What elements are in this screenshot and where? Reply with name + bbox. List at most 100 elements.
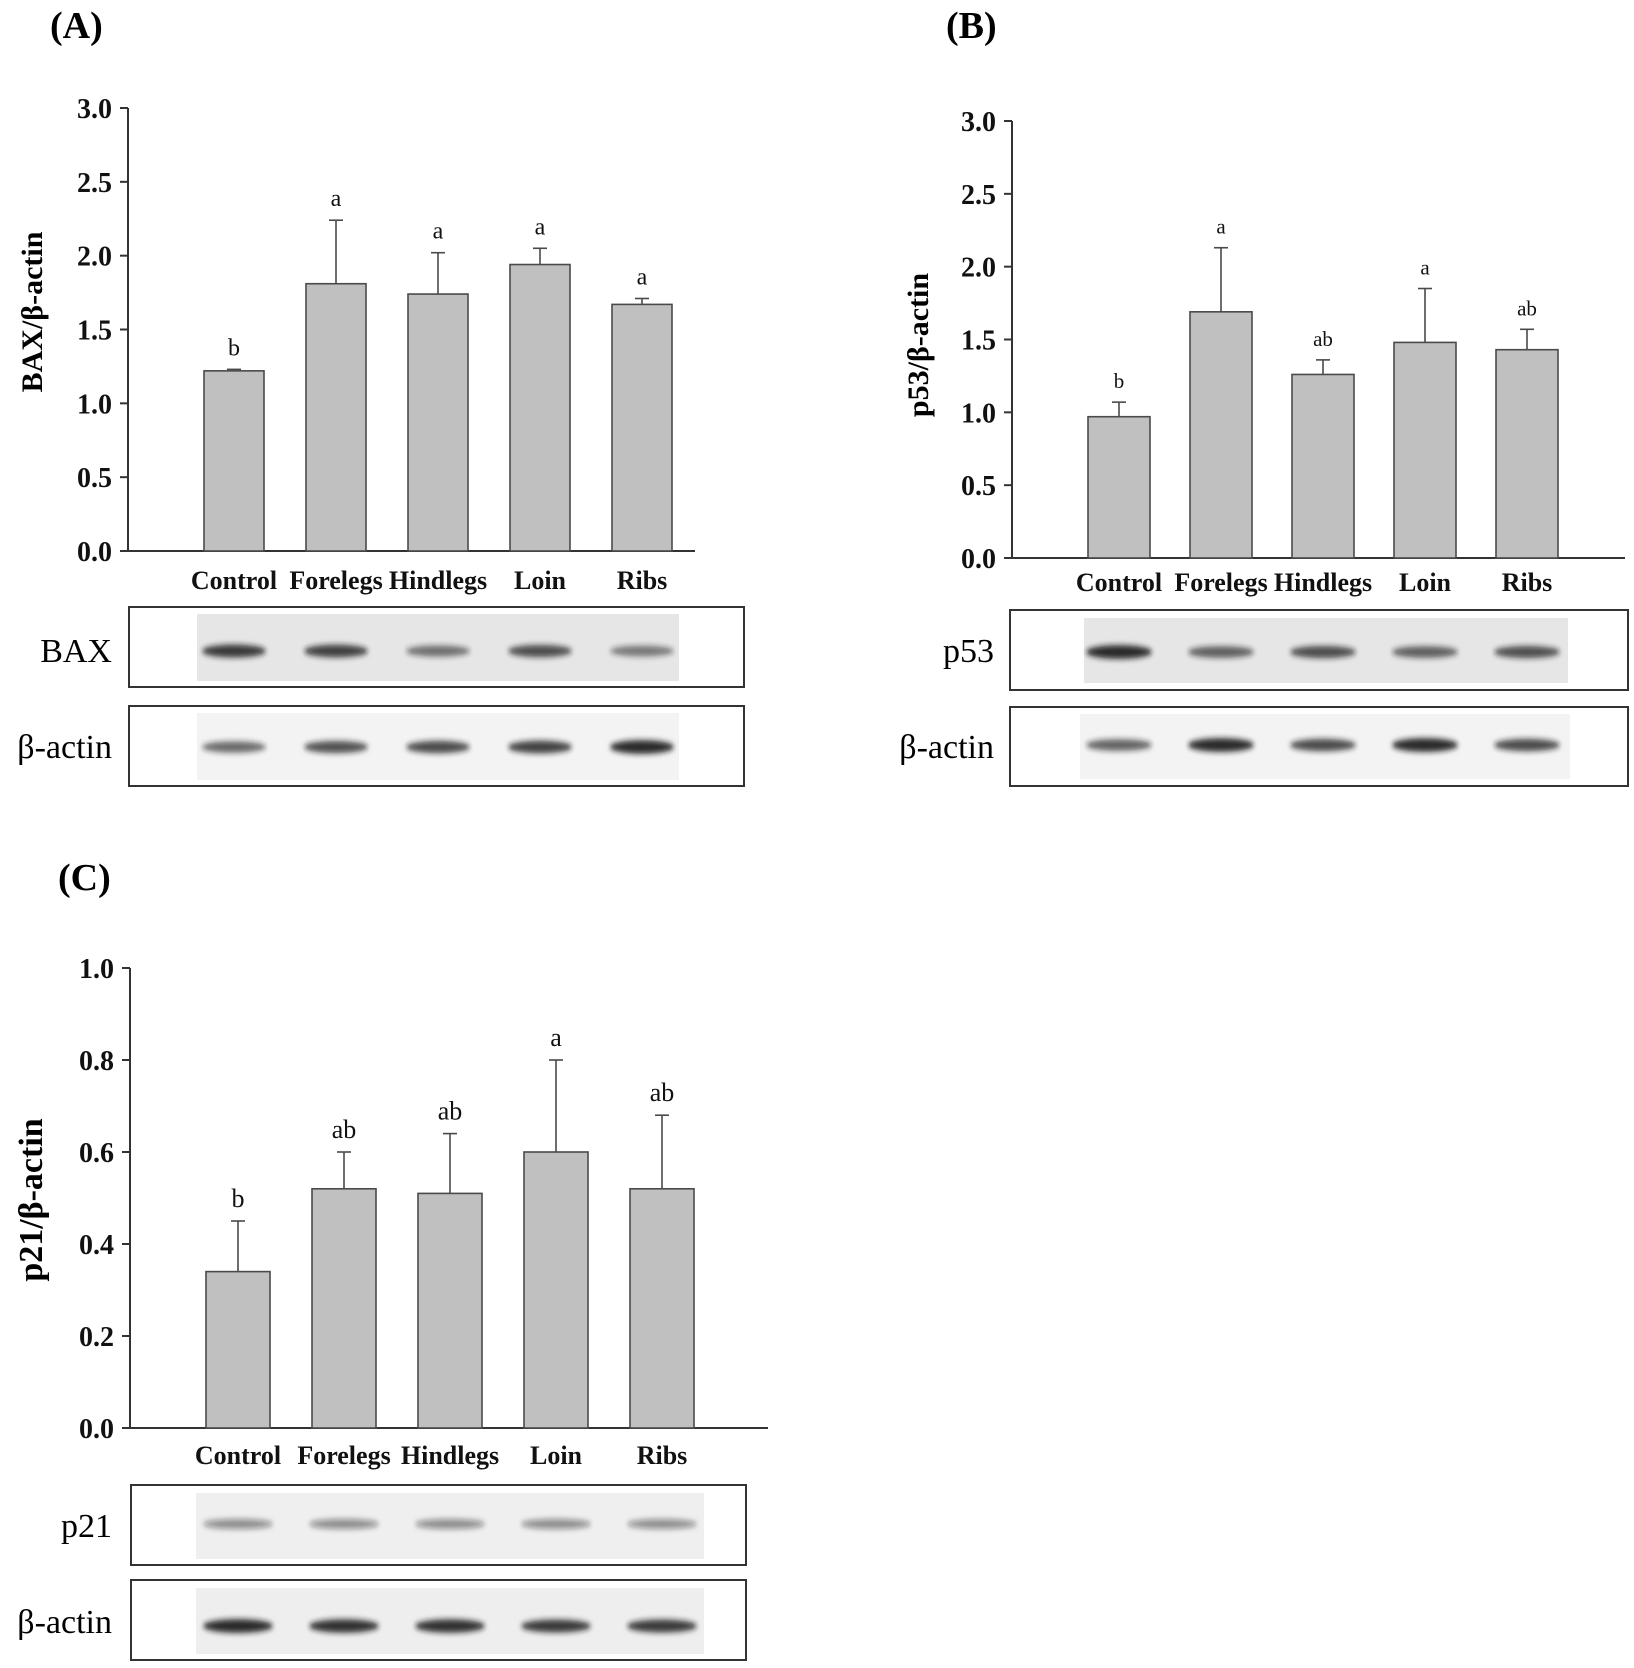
category-label-a: Hindlegs <box>389 566 487 595</box>
blot-box-b-2: β-actin <box>899 706 1629 787</box>
western-blot-band-c <box>203 1519 273 1529</box>
significance-letter-b: a <box>1216 215 1226 239</box>
western-blot-band-c <box>309 1519 379 1529</box>
category-label-b: Hindlegs <box>1274 568 1372 597</box>
western-blot-band-c <box>521 1619 591 1633</box>
significance-letter-b: a <box>1420 256 1430 280</box>
plot-area-a: 0.0 0.5 1.0 1.5 2.0 2.5 3.0 b Control a Forelegs a H… <box>77 94 695 595</box>
bar-a-control <box>203 370 265 552</box>
y-axis-label-b: p53/β-actin <box>902 273 935 417</box>
significance-letter-c: b <box>232 1184 245 1213</box>
western-blot-band-b <box>1290 645 1356 659</box>
blot-label-b-2: β-actin <box>899 729 994 766</box>
band-row-c-1 <box>203 1519 697 1529</box>
blot-box-b-1: p53 <box>943 609 1629 691</box>
panel-label-a: (A) <box>50 5 103 47</box>
significance-letter-c: a <box>550 1023 562 1052</box>
y-tick-label-a: 2.5 <box>77 168 112 199</box>
blot-label-b-1: p53 <box>943 633 994 670</box>
y-tick-label-a: 0.0 <box>77 537 112 568</box>
band-row-b-1 <box>1086 645 1560 659</box>
bar-a-forelegs <box>305 282 367 552</box>
category-label-a: Ribs <box>617 566 668 595</box>
western-blot-band-c <box>521 1519 591 1529</box>
band-row-a-2 <box>202 740 674 754</box>
blot-label-a-1: BAX <box>40 633 112 670</box>
y-tick-label-b: 0.5 <box>961 471 996 502</box>
blot-label-c-2: β-actin <box>17 1604 112 1641</box>
category-label-b: Forelegs <box>1174 568 1267 597</box>
significance-letter-b: ab <box>1517 296 1537 320</box>
bar-c-ribs <box>629 1188 695 1429</box>
western-blot-band-a <box>508 644 572 658</box>
panel-label-c: (C) <box>58 857 111 899</box>
y-tick-label-b: 3.0 <box>961 107 996 138</box>
y-tick-label-c: 0.6 <box>79 1138 114 1169</box>
band-row-b-2 <box>1086 738 1560 752</box>
category-label-b: Loin <box>1399 568 1452 597</box>
y-tick-label-c: 0.2 <box>79 1322 114 1353</box>
western-blot-band-c <box>627 1519 697 1529</box>
y-tick-label-a: 1.5 <box>77 316 112 347</box>
western-blot-band-b <box>1494 738 1560 752</box>
western-blot-band-b <box>1188 646 1254 658</box>
band-row-c-2 <box>203 1619 697 1633</box>
y-tick-label-b: 1.5 <box>961 326 996 357</box>
western-blot-band-b <box>1290 738 1356 752</box>
y-tick-label-c: 0.0 <box>79 1414 114 1445</box>
blot-label-a-2: β-actin <box>17 729 112 766</box>
panel-label-b: (B) <box>946 5 997 47</box>
y-tick-label-c: 0.8 <box>79 1046 114 1077</box>
significance-letter-b: ab <box>1313 327 1333 351</box>
blot-box-a-1: BAX <box>40 606 745 688</box>
western-blot-band-a <box>304 740 368 754</box>
category-label-c: Forelegs <box>297 1441 390 1470</box>
significance-letter-a: a <box>637 264 648 290</box>
blot-box-a-2: β-actin <box>17 705 745 787</box>
western-blot-band-b <box>1392 646 1458 658</box>
category-label-c: Loin <box>530 1441 583 1470</box>
panel-c: (C) p21/β-actin 0.0 0.2 0.4 0.6 0.8 1.0 b Contr… <box>13 857 768 1661</box>
plot-area-b: 0.0 0.5 1.0 1.5 2.0 2.5 3.0 b Control a Forelegs ab… <box>961 107 1625 597</box>
significance-letter-c: ab <box>650 1078 675 1107</box>
significance-letter-a: a <box>433 219 444 245</box>
y-tick-label-a: 1.0 <box>77 389 112 420</box>
category-label-a: Control <box>191 566 277 595</box>
blot-label-c-1: p21 <box>61 1508 112 1545</box>
western-blot-band-a <box>202 741 266 753</box>
y-tick-label-a: 2.0 <box>77 242 112 273</box>
category-label-c: Hindlegs <box>401 1441 499 1470</box>
bar-a-hindlegs <box>407 293 469 552</box>
y-tick-label-a: 3.0 <box>77 94 112 125</box>
significance-letter-b: b <box>1114 369 1125 393</box>
bar-b-control <box>1087 415 1151 559</box>
western-blot-band-c <box>415 1619 485 1633</box>
y-tick-label-b: 1.0 <box>961 398 996 429</box>
category-label-a: Forelegs <box>289 566 382 595</box>
western-blot-band-c <box>203 1619 273 1633</box>
panel-b: (B) p53/β-actin 0.0 0.5 1.0 1.5 2.0 2.5 3.0 b Co… <box>899 5 1629 787</box>
y-tick-label-b: 2.0 <box>961 253 996 284</box>
category-label-a: Loin <box>514 566 567 595</box>
y-tick-label-a: 0.5 <box>77 463 112 494</box>
western-blot-band-c <box>309 1619 379 1633</box>
western-blot-band-a <box>406 740 470 754</box>
western-blot-band-a <box>304 644 368 658</box>
blot-box-c-1: p21 <box>61 1484 747 1566</box>
western-blot-band-a <box>610 740 674 754</box>
western-blot-band-a <box>202 644 266 658</box>
y-axis-label-a: BAX/β-actin <box>16 231 49 392</box>
y-tick-label-c: 0.4 <box>79 1230 114 1261</box>
western-blot-band-a <box>508 740 572 754</box>
bar-b-ribs <box>1495 348 1559 559</box>
bar-b-forelegs <box>1189 311 1253 559</box>
y-tick-label-b: 0.0 <box>961 544 996 575</box>
significance-letter-a: a <box>535 214 546 240</box>
significance-letter-a: b <box>228 335 240 361</box>
bar-c-loin <box>523 1151 589 1429</box>
panel-a: (A) BAX/β-actin 0.0 0.5 1.0 1.5 2.0 2.5 3.0 b Co… <box>16 5 745 787</box>
western-blot-band-b <box>1494 645 1560 659</box>
western-blot-band-b <box>1086 739 1152 751</box>
category-label-c: Ribs <box>637 1441 688 1470</box>
